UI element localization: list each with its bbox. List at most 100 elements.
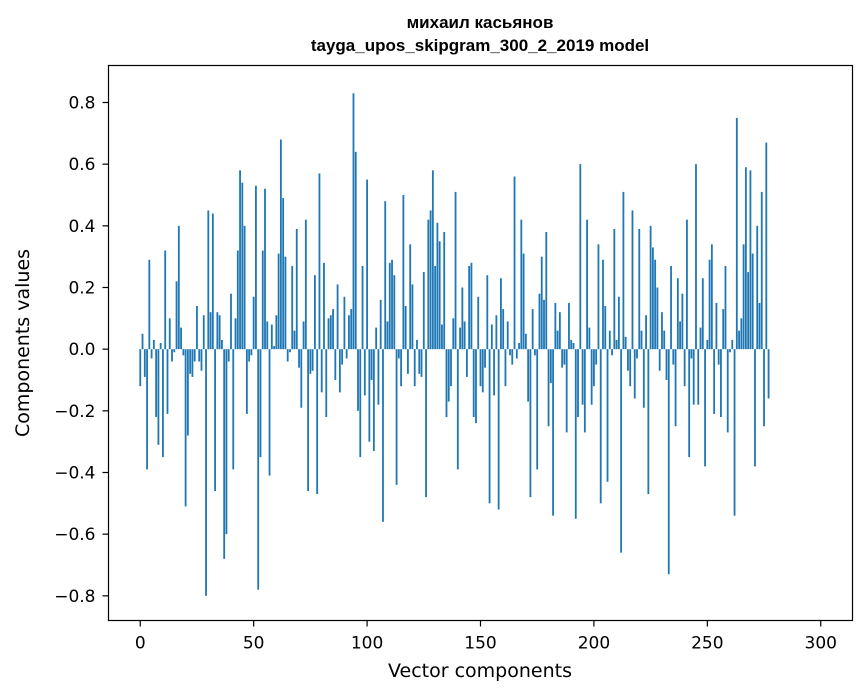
bar: [735, 117, 738, 350]
bar: [604, 306, 607, 350]
bar: [425, 349, 427, 498]
bar: [579, 164, 582, 350]
bar: [243, 225, 246, 350]
bar: [656, 287, 659, 350]
bar: [590, 349, 593, 405]
bar: [289, 349, 291, 353]
bar: [309, 349, 312, 374]
bar: [670, 265, 672, 350]
bar: [236, 250, 239, 350]
bar: [738, 330, 740, 350]
bar: [209, 312, 212, 350]
bar: [196, 306, 198, 350]
bar: [642, 349, 645, 408]
bar: [384, 201, 387, 350]
bar: [456, 349, 459, 470]
bar: [177, 225, 180, 350]
bar: [524, 333, 527, 350]
bar: [611, 349, 613, 356]
bar: [472, 349, 475, 417]
bar: [720, 349, 722, 417]
bar: [583, 349, 586, 433]
bar: [645, 315, 647, 350]
bar: [654, 259, 657, 350]
bar: [352, 93, 355, 350]
bar: [295, 228, 298, 350]
bar: [300, 349, 303, 408]
bar: [413, 349, 416, 387]
bar: [749, 170, 752, 350]
bar: [266, 321, 269, 350]
bar: [343, 296, 346, 350]
bar: [586, 219, 589, 350]
bar: [697, 349, 700, 405]
bar: [552, 349, 554, 516]
bar: [722, 309, 725, 350]
bar: [622, 191, 625, 350]
bar: [200, 349, 203, 371]
y-tick-label: −0.2: [54, 402, 95, 422]
bar: [336, 284, 339, 350]
bar: [193, 349, 196, 362]
bar: [329, 315, 332, 350]
bar: [572, 343, 575, 350]
bar: [717, 349, 720, 365]
bar: [395, 349, 398, 485]
bar: [205, 349, 207, 596]
bar: [318, 173, 321, 350]
bar: [556, 330, 559, 350]
bar: [708, 259, 711, 350]
y-tick-label: 0.8: [68, 94, 95, 114]
bar: [375, 327, 378, 350]
bar: [688, 349, 691, 458]
bar: [520, 219, 523, 350]
bar: [164, 250, 167, 350]
bar: [388, 262, 391, 350]
bar: [744, 167, 747, 350]
bar: [250, 349, 253, 356]
chart-title-line1: михаил касьянов: [407, 13, 554, 32]
bar: [214, 349, 217, 491]
bar: [463, 321, 466, 350]
bar: [481, 349, 484, 393]
bar: [595, 349, 598, 365]
y-tick-label: −0.6: [54, 525, 95, 545]
y-tick-label: −0.4: [54, 464, 95, 484]
bar: [672, 349, 675, 365]
bar: [366, 179, 368, 350]
bar: [701, 278, 704, 350]
bar: [617, 296, 620, 350]
bar: [350, 309, 353, 350]
bar: [602, 259, 604, 350]
bar: [429, 210, 432, 350]
bar: [359, 349, 362, 458]
bar: [241, 182, 244, 350]
bar: [368, 349, 371, 442]
bar: [277, 253, 280, 350]
bar: [284, 256, 287, 350]
bar: [570, 339, 573, 350]
x-tick-label: 150: [464, 634, 496, 654]
bar: [581, 349, 584, 405]
bar: [418, 349, 421, 374]
bar: [758, 302, 761, 350]
bar: [486, 275, 489, 350]
bar: [704, 349, 706, 467]
bar: [760, 191, 763, 350]
bar: [518, 343, 520, 350]
bar: [286, 349, 289, 362]
bar: [162, 349, 164, 458]
bar: [475, 349, 477, 424]
bar: [565, 349, 568, 433]
bar: [320, 349, 323, 393]
bar: [651, 247, 654, 350]
bar: [397, 349, 400, 359]
bar: [490, 324, 493, 350]
x-tick-label: 100: [351, 634, 383, 654]
bar: [420, 349, 423, 377]
bar: [588, 327, 591, 350]
bar: [307, 349, 310, 491]
bar: [146, 349, 148, 470]
bar: [248, 349, 251, 362]
bar: [724, 265, 727, 350]
